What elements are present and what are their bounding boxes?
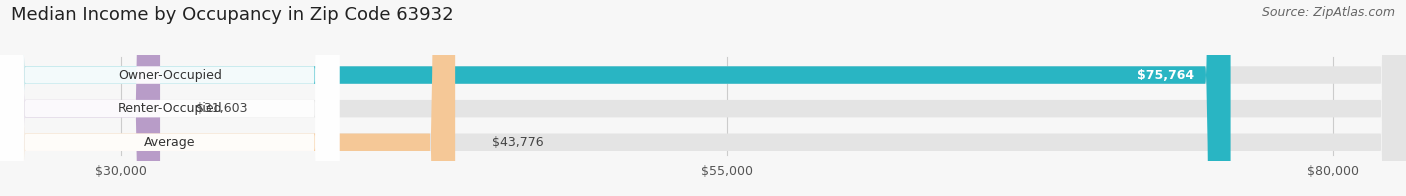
FancyBboxPatch shape xyxy=(0,0,1230,196)
Text: $75,764: $75,764 xyxy=(1137,69,1194,82)
Text: $31,603: $31,603 xyxy=(197,102,247,115)
FancyBboxPatch shape xyxy=(0,0,339,196)
FancyBboxPatch shape xyxy=(0,0,339,196)
Text: Renter-Occupied: Renter-Occupied xyxy=(117,102,222,115)
FancyBboxPatch shape xyxy=(0,0,160,196)
Text: $43,776: $43,776 xyxy=(492,136,543,149)
FancyBboxPatch shape xyxy=(0,0,456,196)
Text: Source: ZipAtlas.com: Source: ZipAtlas.com xyxy=(1261,6,1395,19)
FancyBboxPatch shape xyxy=(0,0,339,196)
Text: Median Income by Occupancy in Zip Code 63932: Median Income by Occupancy in Zip Code 6… xyxy=(11,6,454,24)
Text: Average: Average xyxy=(143,136,195,149)
Text: Owner-Occupied: Owner-Occupied xyxy=(118,69,222,82)
